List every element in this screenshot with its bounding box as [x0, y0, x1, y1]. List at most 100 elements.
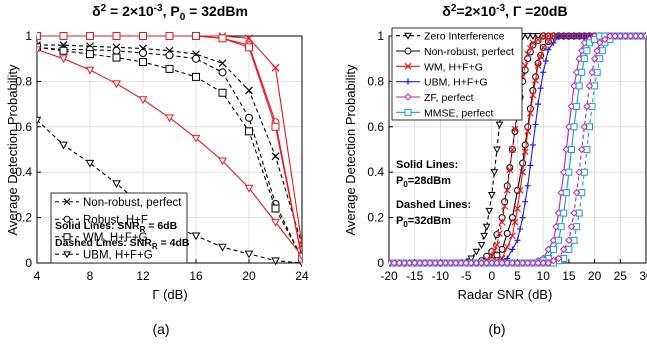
data-point	[575, 168, 583, 176]
data-point	[509, 246, 516, 253]
data-point	[572, 188, 581, 197]
data-point	[571, 33, 578, 39]
data-point	[245, 127, 253, 136]
data-point	[405, 78, 411, 85]
data-point	[565, 33, 572, 39]
data-point	[218, 157, 227, 166]
legend-label: MMSE, perfect	[424, 107, 494, 119]
annotation-solid-a: Solid Lines: SNRR = 6dB	[55, 220, 178, 234]
data-point	[244, 250, 254, 259]
data-point	[436, 259, 445, 267]
legend-label: Zero Interference	[424, 31, 505, 43]
data-point	[112, 53, 121, 62]
x-tick-label: 4	[34, 269, 41, 283]
data-point	[537, 53, 545, 60]
y-tick-label: 0.4	[15, 165, 32, 179]
data-point	[567, 146, 575, 153]
x-tick-label: 5	[514, 269, 521, 283]
data-point	[503, 182, 511, 190]
data-point	[539, 259, 547, 267]
data-point	[165, 64, 174, 73]
annotation-b: Solid Lines: P0=28dBm Dashed Lines: P0=3…	[396, 159, 471, 229]
y-axis-label-a: Average Detection Probability	[5, 64, 20, 236]
data-point	[245, 86, 253, 95]
data-point	[477, 241, 486, 249]
data-point	[514, 205, 521, 212]
data-point	[522, 198, 529, 205]
data-point	[545, 46, 552, 53]
y-axis-label-b: Average Detection Probability	[343, 64, 358, 236]
data-point	[165, 51, 174, 60]
x-tick-label: 0	[488, 269, 495, 283]
data-point	[521, 62, 529, 69]
data-point	[524, 182, 531, 189]
legend-label: UBM, H+F+G	[83, 249, 153, 261]
data-point	[63, 198, 71, 206]
data-point	[539, 43, 547, 51]
data-point	[621, 32, 630, 40]
data-point	[86, 32, 94, 40]
data-point	[544, 259, 553, 267]
data-point	[112, 180, 121, 189]
annotation-dashed-a: Dashed Lines: SNRR = 4dB	[55, 237, 190, 251]
data-point	[570, 123, 578, 131]
data-point	[480, 232, 488, 240]
data-point	[580, 55, 588, 63]
data-point	[472, 248, 481, 256]
legend-label: Robust, H+F	[83, 214, 148, 226]
data-point	[570, 209, 578, 217]
data-point	[139, 58, 147, 67]
data-point	[192, 54, 200, 63]
annotation-dashed-b-line1: Dashed Lines:	[396, 199, 471, 211]
data-point	[534, 35, 542, 43]
data-point	[583, 102, 591, 111]
data-point	[517, 225, 524, 232]
data-point	[85, 159, 95, 168]
data-point	[585, 82, 594, 90]
data-point	[583, 47, 591, 55]
data-point	[245, 113, 253, 122]
x-tick-label: 12	[136, 269, 150, 283]
data-point	[501, 202, 509, 210]
data-point	[590, 54, 599, 63]
data-point	[550, 32, 557, 40]
data-point	[565, 168, 573, 176]
data-point	[467, 255, 476, 263]
legend-label: WM, H+F+G	[424, 61, 483, 73]
data-point	[642, 32, 646, 40]
data-point	[139, 49, 147, 58]
annotation-a: Solid Lines: SNRR = 6dB Dashed Lines: SN…	[55, 220, 190, 251]
data-point	[404, 108, 412, 116]
data-point	[567, 222, 576, 231]
data-point	[493, 251, 501, 259]
data-point	[521, 148, 529, 156]
data-point	[37, 32, 41, 40]
data-point	[421, 259, 429, 267]
x-tick-label: -20	[380, 269, 398, 283]
data-point	[521, 141, 529, 149]
data-point	[477, 259, 486, 267]
data-point	[245, 34, 253, 43]
data-point	[549, 245, 557, 253]
data-point	[526, 109, 534, 117]
legend-label: Non-robust, perfect	[83, 197, 182, 209]
annotation-solid-b-line2: P0=28dBm	[396, 175, 451, 189]
data-point	[245, 43, 253, 52]
data-point	[523, 33, 532, 41]
data-point	[191, 232, 201, 241]
data-point	[524, 259, 532, 267]
data-point	[482, 223, 491, 231]
data-point	[441, 259, 450, 267]
x-tick-label: 20	[242, 269, 256, 283]
y-tick-label: 0.6	[15, 120, 32, 134]
y-tick-label: 1	[25, 29, 32, 43]
data-point	[112, 46, 121, 55]
data-point	[244, 184, 254, 193]
data-point	[555, 236, 563, 244]
data-point	[555, 33, 562, 39]
data-point	[431, 259, 439, 267]
data-point	[508, 259, 517, 267]
y-tick-label: 0.2	[367, 211, 384, 225]
data-point	[37, 46, 42, 55]
x-axis-label-a: Γ (dB)	[152, 287, 187, 302]
